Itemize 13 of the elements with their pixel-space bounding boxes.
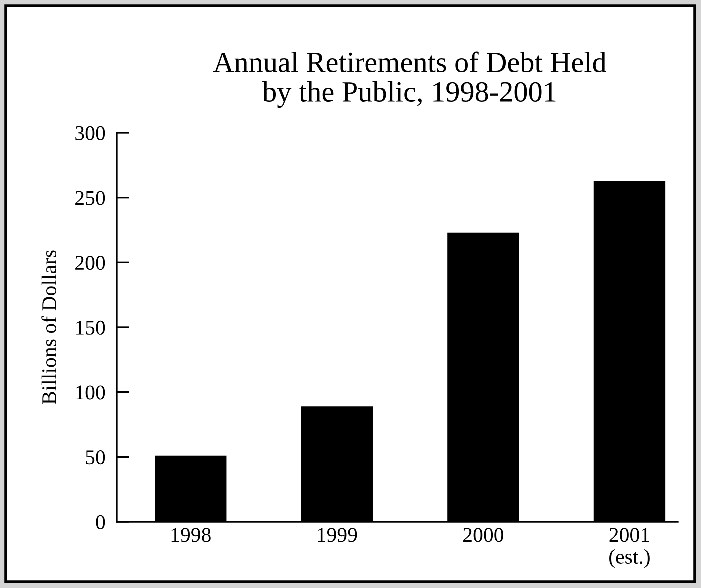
chart-title: Annual Retirements of Debt Held by the Public, 1998-2001 [213,52,606,108]
x-tick-label: 1998 [172,528,211,542]
y-tick-label: 100 [76,386,106,400]
y-tick-label: 300 [76,126,106,140]
y-tick-label: 200 [76,256,106,270]
x-tick-label: 2000 [464,528,504,542]
y-tick-label: 50 [86,450,106,465]
x-tick-label: 1999 [318,528,358,542]
y-axis-title: Billions of Dollars [42,250,57,404]
y-tick-label: 250 [76,191,106,206]
y-tick-label: 150 [76,320,106,335]
x-tick-label: 2001 (est.) [610,528,650,568]
y-tick-label: 0 [96,515,106,530]
